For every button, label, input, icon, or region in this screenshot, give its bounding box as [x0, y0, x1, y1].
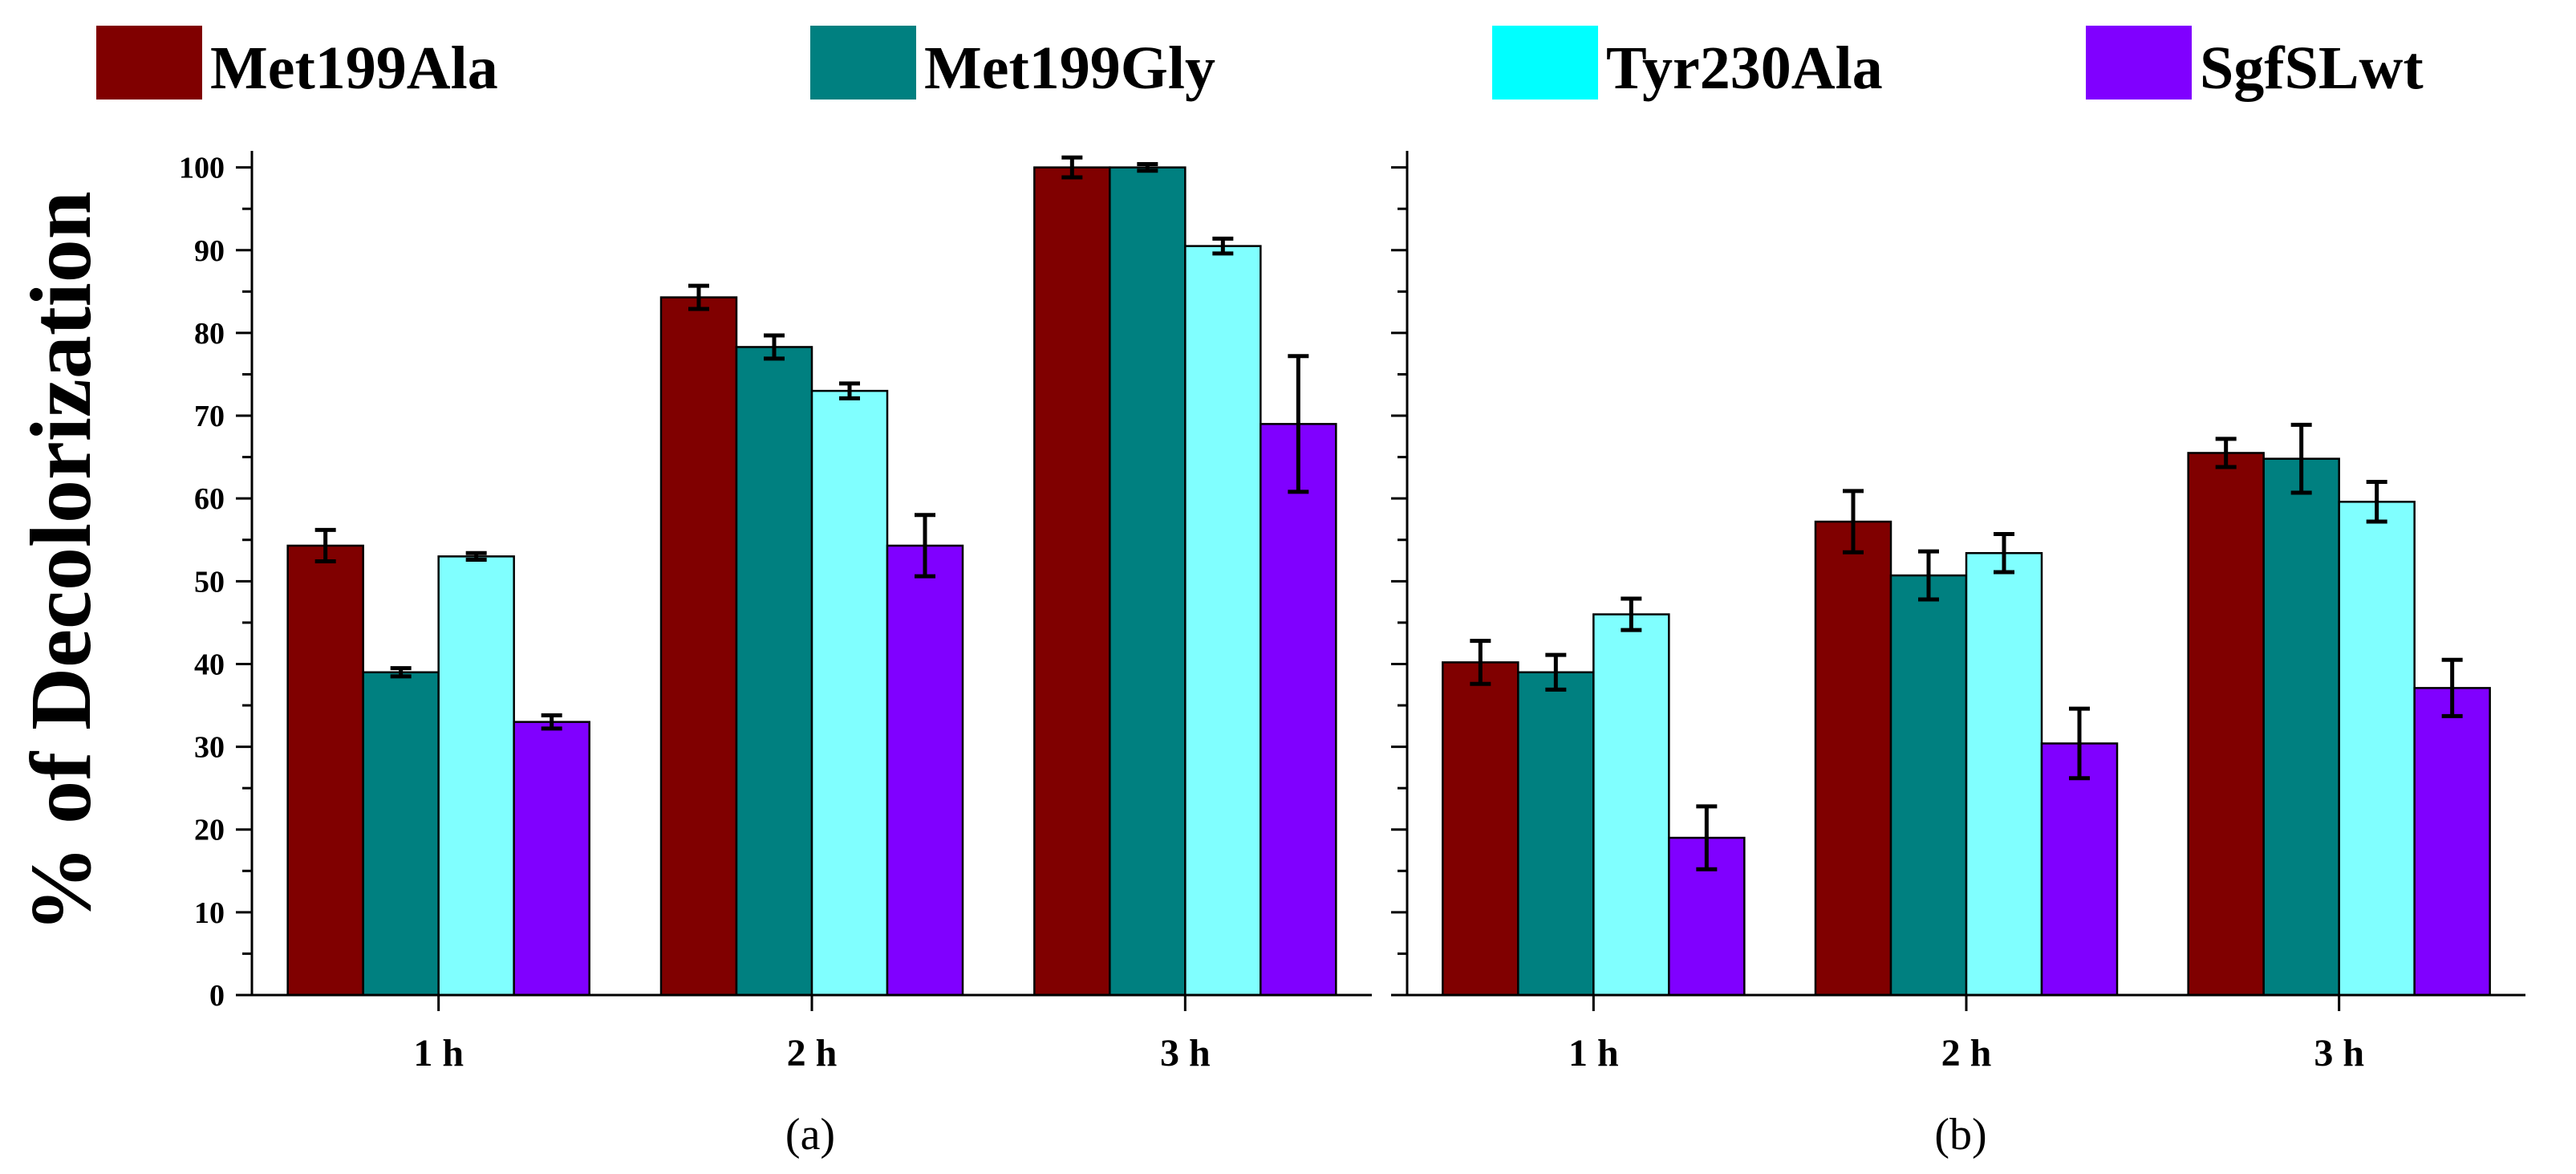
panel-b-bar-tyr230ala-2h	[1965, 551, 2043, 997]
legend-label-met199gly: Met199Gly	[924, 35, 1215, 102]
panel-b-bar-tyr230ala-1h	[1592, 613, 1670, 997]
panel-a-bar-sgfslwt-3h	[1260, 423, 1337, 997]
y-tick-label: 60	[194, 482, 225, 516]
panel-a-x-tick-label: 2 h	[787, 1032, 838, 1074]
y-tick-label: 10	[194, 896, 225, 930]
panel-a-x-tick-label: 1 h	[413, 1032, 464, 1074]
y-tick-label: 40	[194, 648, 225, 681]
panel-b-x-tick-label: 1 h	[1568, 1032, 1619, 1074]
panel-b-label: (b)	[1934, 1110, 1986, 1160]
panel-b-bar-met199ala-2h	[1814, 520, 1892, 997]
panel-a-bar-met199gly-1h	[362, 671, 440, 997]
legend-swatch-tyr230ala	[1492, 26, 1598, 100]
legend-label-tyr230ala: Tyr230Ala	[1606, 35, 1883, 102]
y-tick-label: 30	[194, 731, 225, 765]
panel-a-bar-tyr230ala-2h	[810, 389, 889, 997]
panel-b-bar-sgfslwt-2h	[2040, 742, 2119, 997]
panel-a-label: (a)	[785, 1110, 835, 1160]
legend: Met199Ala Met199Gly Tyr230Ala SgfSLwt	[96, 26, 2424, 102]
legend-swatch-sgfslwt	[2086, 26, 2192, 100]
panel-b-bar-sgfslwt-3h	[2413, 687, 2491, 997]
panel-a-bar-met199gly-3h	[1109, 166, 1187, 997]
panel-b-bar-met199ala-3h	[2187, 452, 2265, 997]
panel-b-bar-met199ala-1h	[1442, 661, 1519, 997]
y-tick-label: 70	[194, 400, 225, 433]
legend-swatch-met199ala	[96, 26, 202, 100]
panel-a-x-tick-label: 3 h	[1160, 1032, 1211, 1074]
panel-a-bar-met199gly-2h	[735, 346, 813, 997]
panel-a-chart: 0 10 20 30 40 50 60 70 80 90 100 1 h 2 h 3 h (a)	[179, 151, 1372, 1160]
legend-swatch-met199gly	[810, 26, 916, 100]
y-axis-label: % of Decolorization	[14, 191, 109, 932]
y-tick-label: 0	[209, 979, 225, 1013]
panel-b-bar-tyr230ala-3h	[2338, 501, 2416, 997]
panel-a-bar-met199ala-3h	[1033, 166, 1111, 997]
legend-label-met199ala: Met199Ala	[210, 35, 498, 102]
panel-b-x-tick-label: 2 h	[1941, 1032, 1992, 1074]
panel-a-bar-sgfslwt-1h	[513, 721, 590, 997]
y-tick-label: 50	[194, 565, 225, 599]
panel-a-bar-met199ala-1h	[286, 544, 364, 997]
panel-b-chart: 1 h 2 h 3 h (b)	[1391, 151, 2525, 1160]
panel-b-x-tick-label: 3 h	[2314, 1032, 2364, 1074]
y-tick-label: 20	[194, 814, 225, 847]
y-tick-label: 90	[194, 234, 225, 268]
panel-a-bar-sgfslwt-2h	[886, 544, 964, 997]
panel-b-bar-met199gly-3h	[2262, 457, 2340, 997]
panel-a-bar-tyr230ala-3h	[1184, 245, 1262, 997]
panel-b-bar-met199gly-1h	[1517, 671, 1595, 997]
panel-a-bar-met199ala-2h	[659, 296, 738, 997]
panel-a-bar-tyr230ala-1h	[437, 555, 515, 997]
legend-label-sgfslwt: SgfSLwt	[2200, 35, 2424, 102]
y-tick-label: 80	[194, 317, 225, 351]
panel-b-bar-met199gly-2h	[1889, 574, 1968, 997]
y-tick-label: 100	[179, 152, 225, 185]
